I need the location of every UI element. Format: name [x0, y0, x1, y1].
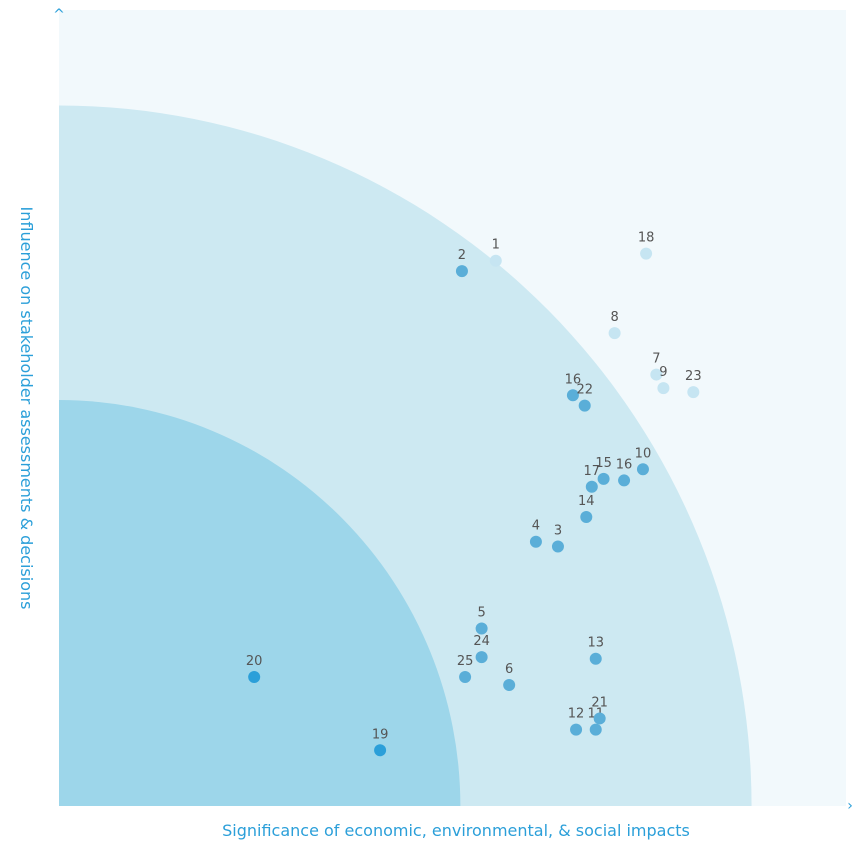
point-14[interactable]: [580, 511, 593, 524]
point-16[interactable]: [618, 474, 631, 487]
point-17[interactable]: [585, 480, 598, 493]
point-1[interactable]: [489, 254, 502, 267]
point-label-20: 20: [246, 654, 263, 669]
point-label-18: 18: [638, 231, 655, 246]
point-label-22: 22: [576, 383, 593, 398]
point-7[interactable]: [650, 368, 663, 381]
zones: [59, 105, 752, 806]
point-label-1: 1: [492, 238, 500, 253]
point-5[interactable]: [475, 622, 488, 635]
point-label-14: 14: [578, 494, 595, 509]
point-12[interactable]: [570, 723, 583, 736]
point-label-2: 2: [458, 248, 466, 263]
point-label-9: 9: [659, 365, 667, 380]
point-18[interactable]: [640, 247, 653, 260]
point-3[interactable]: [551, 540, 564, 553]
point-label-10: 10: [635, 446, 652, 461]
y-axis-arrow-icon: ^: [53, 7, 65, 23]
point-label-21: 21: [591, 695, 608, 710]
point-8[interactable]: [608, 327, 621, 340]
points: 1234567891011121314151616171819202122232…: [246, 231, 702, 757]
point-19[interactable]: [374, 744, 387, 757]
point-4[interactable]: [529, 535, 542, 548]
point-label-5: 5: [477, 605, 485, 620]
point-11[interactable]: [589, 723, 602, 736]
point-label-16: 16: [616, 457, 633, 472]
point-label-3: 3: [554, 524, 562, 539]
point-label-4: 4: [532, 519, 540, 534]
point-22[interactable]: [578, 399, 591, 412]
point-10[interactable]: [636, 463, 649, 476]
point-21[interactable]: [593, 712, 606, 725]
point-9[interactable]: [657, 382, 670, 395]
x-axis-arrow-icon: ›: [847, 798, 852, 814]
point-label-24: 24: [473, 634, 490, 649]
zone-inner: [59, 400, 461, 806]
point-label-6: 6: [505, 662, 513, 677]
point-24[interactable]: [475, 651, 488, 664]
point-20[interactable]: [248, 671, 261, 684]
point-13[interactable]: [589, 652, 602, 665]
point-label-13: 13: [587, 636, 604, 651]
point-25[interactable]: [459, 671, 472, 684]
x-axis-title: Significance of economic, environmental,…: [222, 821, 690, 840]
point-23[interactable]: [687, 386, 700, 399]
y-axis-title: Influence on stakeholder assessments & d…: [17, 207, 36, 610]
point-label-15: 15: [595, 456, 612, 471]
point-label-16: 16: [565, 372, 582, 387]
point-label-12: 12: [568, 707, 585, 722]
point-16[interactable]: [566, 389, 579, 402]
point-label-23: 23: [685, 369, 702, 384]
point-label-7: 7: [652, 352, 660, 367]
point-15[interactable]: [597, 472, 610, 485]
point-label-17: 17: [584, 464, 601, 479]
point-6[interactable]: [503, 679, 516, 692]
point-label-19: 19: [372, 727, 389, 742]
point-2[interactable]: [455, 265, 468, 278]
point-label-8: 8: [610, 310, 618, 325]
point-label-25: 25: [457, 654, 474, 669]
